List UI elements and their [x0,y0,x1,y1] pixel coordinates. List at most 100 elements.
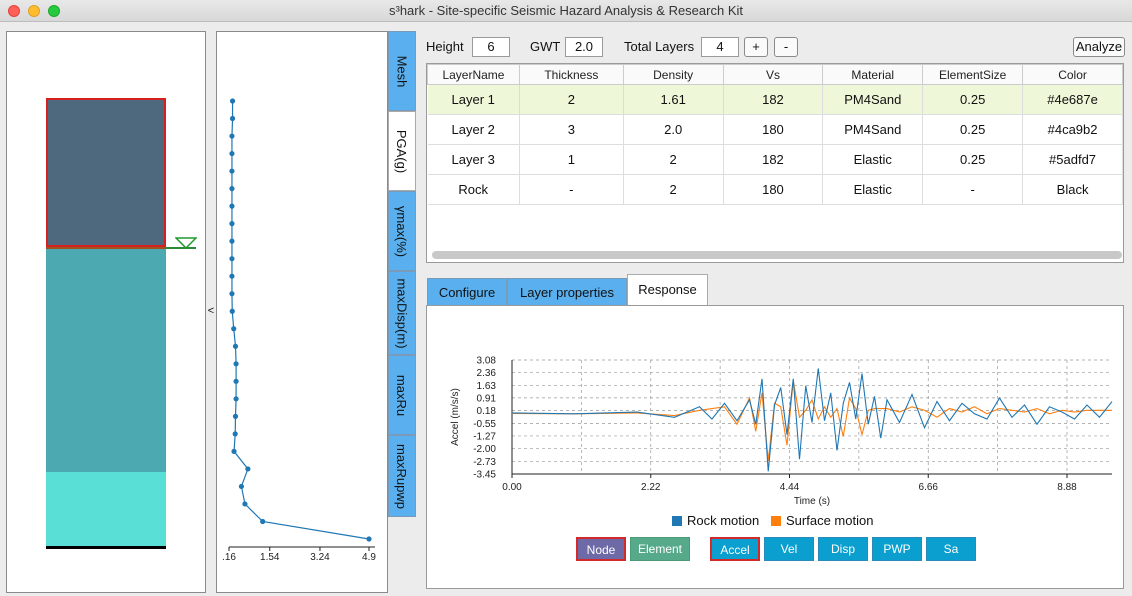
surface-motion-series [511,380,1112,461]
collapse-toggle[interactable]: < [207,305,215,317]
gwt-input[interactable]: 2.0 [565,37,603,57]
tab-max-ru[interactable]: maxRu [388,355,416,435]
table-cell[interactable]: Layer 2 [427,114,520,145]
tab-configure[interactable]: Configure [427,278,507,306]
y-tick-label: -1.27 [473,431,496,442]
close-window-button[interactable] [8,5,20,17]
table-row[interactable]: Layer 1 2 1.61 182 PM4Sand 0.25 #4e687e [427,84,1123,115]
table-cell[interactable]: 2 [623,144,724,175]
zoom-window-button[interactable] [48,5,60,17]
table-cell[interactable]: 0.25 [922,114,1024,145]
pga-x-tick-label: 3.24 [310,552,330,563]
table-cell[interactable]: Layer 3 [427,144,520,175]
table-cell[interactable]: - [519,174,624,205]
table-cell[interactable]: 3 [519,114,624,145]
pga-point [229,150,235,157]
column-header[interactable]: Material [822,64,924,85]
disp-button[interactable]: Disp [818,537,868,561]
column-header[interactable]: Color [1022,64,1123,85]
height-label: Height [426,39,464,54]
water-table-line [166,247,196,249]
table-cell[interactable]: 2 [623,174,724,205]
table-cell[interactable]: Black [1022,174,1123,205]
table-horizontal-scrollbar[interactable] [432,251,1122,259]
y-tick-label: 0.18 [477,406,497,417]
soil-profile-panel [6,31,206,593]
table-cell[interactable]: 180 [723,114,824,145]
table-cell[interactable]: PM4Sand [822,114,924,145]
pga-point [229,221,235,227]
table-cell[interactable]: 182 [723,144,824,175]
table-cell[interactable]: 2 [519,84,624,115]
add-layer-button[interactable]: + [744,37,768,57]
pga-point [233,361,239,367]
x-tick-label: 2.22 [641,482,661,493]
vel-button[interactable]: Vel [764,537,814,561]
y-tick-label: 0.91 [477,393,497,404]
column-header[interactable]: Density [622,64,724,85]
table-cell[interactable]: - [922,174,1024,205]
pga-point [229,256,235,262]
table-cell[interactable]: 1 [519,144,624,175]
tab-pga[interactable]: PGA(g) [388,111,416,191]
table-cell[interactable]: Layer 1 [427,84,520,115]
y-tick-label: 3.08 [477,356,497,367]
pga-point [242,501,248,507]
layer-3-block[interactable] [46,472,166,546]
y-axis-label: Accel (m/s/s) [450,388,461,446]
y-tick-label: 1.63 [477,381,497,392]
layer-1-block[interactable] [46,98,166,247]
table-cell[interactable]: #4ca9b2 [1022,114,1123,145]
table-row[interactable]: Layer 2 3 2.0 180 PM4Sand 0.25 #4ca9b2 [427,114,1123,145]
table-cell[interactable]: 180 [723,174,824,205]
table-cell[interactable]: PM4Sand [822,84,924,115]
tab-max-disp[interactable]: maxDisp(m) [388,271,416,355]
column-header[interactable]: Thickness [518,64,624,85]
height-input[interactable]: 6 [472,37,510,57]
pga-profile-plot: .16 1.54 3.24 4.9 [222,98,376,563]
tab-mesh[interactable]: Mesh [388,31,416,111]
x-tick-label: 6.66 [919,482,939,493]
table-cell[interactable]: 0.25 [922,144,1024,175]
pga-point [229,115,236,122]
table-cell[interactable]: #4e687e [1022,84,1123,115]
element-button[interactable]: Element [630,537,690,561]
table-row[interactable]: Rock - 2 180 Elastic - Black [427,174,1123,205]
table-cell[interactable]: Rock [427,174,520,205]
sa-button[interactable]: Sa [926,537,976,561]
pga-point [238,483,245,490]
pga-point [260,518,266,525]
tab-gamma-max[interactable]: γmax(%) [388,191,416,271]
column-header[interactable]: Vs [722,64,824,85]
table-cell[interactable]: 182 [723,84,824,115]
pga-profile-panel: .16 1.54 3.24 4.9 [216,31,388,593]
table-row[interactable]: Layer 3 1 2 182 Elastic 0.25 #5adfd7 [427,144,1123,175]
analyze-button[interactable]: Analyze [1073,37,1125,57]
minimize-window-button[interactable] [28,5,40,17]
x-tick-label: 8.88 [1057,482,1077,493]
pwp-button[interactable]: PWP [872,537,922,561]
table-cell[interactable]: 0.25 [922,84,1024,115]
table-header: LayerName Thickness Density Vs Material … [427,64,1123,85]
accel-button[interactable]: Accel [710,537,760,561]
total-layers-label: Total Layers [624,39,695,54]
node-button[interactable]: Node [576,537,626,561]
remove-layer-button[interactable]: - [774,37,798,57]
column-header[interactable]: ElementSize [922,64,1024,85]
tab-layer-properties[interactable]: Layer properties [507,278,627,306]
pga-point [229,291,235,297]
table-cell[interactable]: 1.61 [623,84,724,115]
x-tick-label: 4.44 [780,482,800,493]
table-cell[interactable]: Elastic [822,174,924,205]
table-cell[interactable]: #5adfd7 [1022,144,1123,175]
tab-max-rupwp[interactable]: maxRupwp [388,435,416,517]
tab-response[interactable]: Response [627,274,708,306]
layer-2-block[interactable] [46,247,166,472]
column-header[interactable]: LayerName [427,64,520,85]
rock-motion-series [511,368,1113,472]
pga-point [366,536,372,542]
table-cell[interactable]: 2.0 [623,114,724,145]
total-layers-input[interactable]: 4 [701,37,739,57]
pga-point [229,308,235,314]
table-cell[interactable]: Elastic [822,144,924,175]
